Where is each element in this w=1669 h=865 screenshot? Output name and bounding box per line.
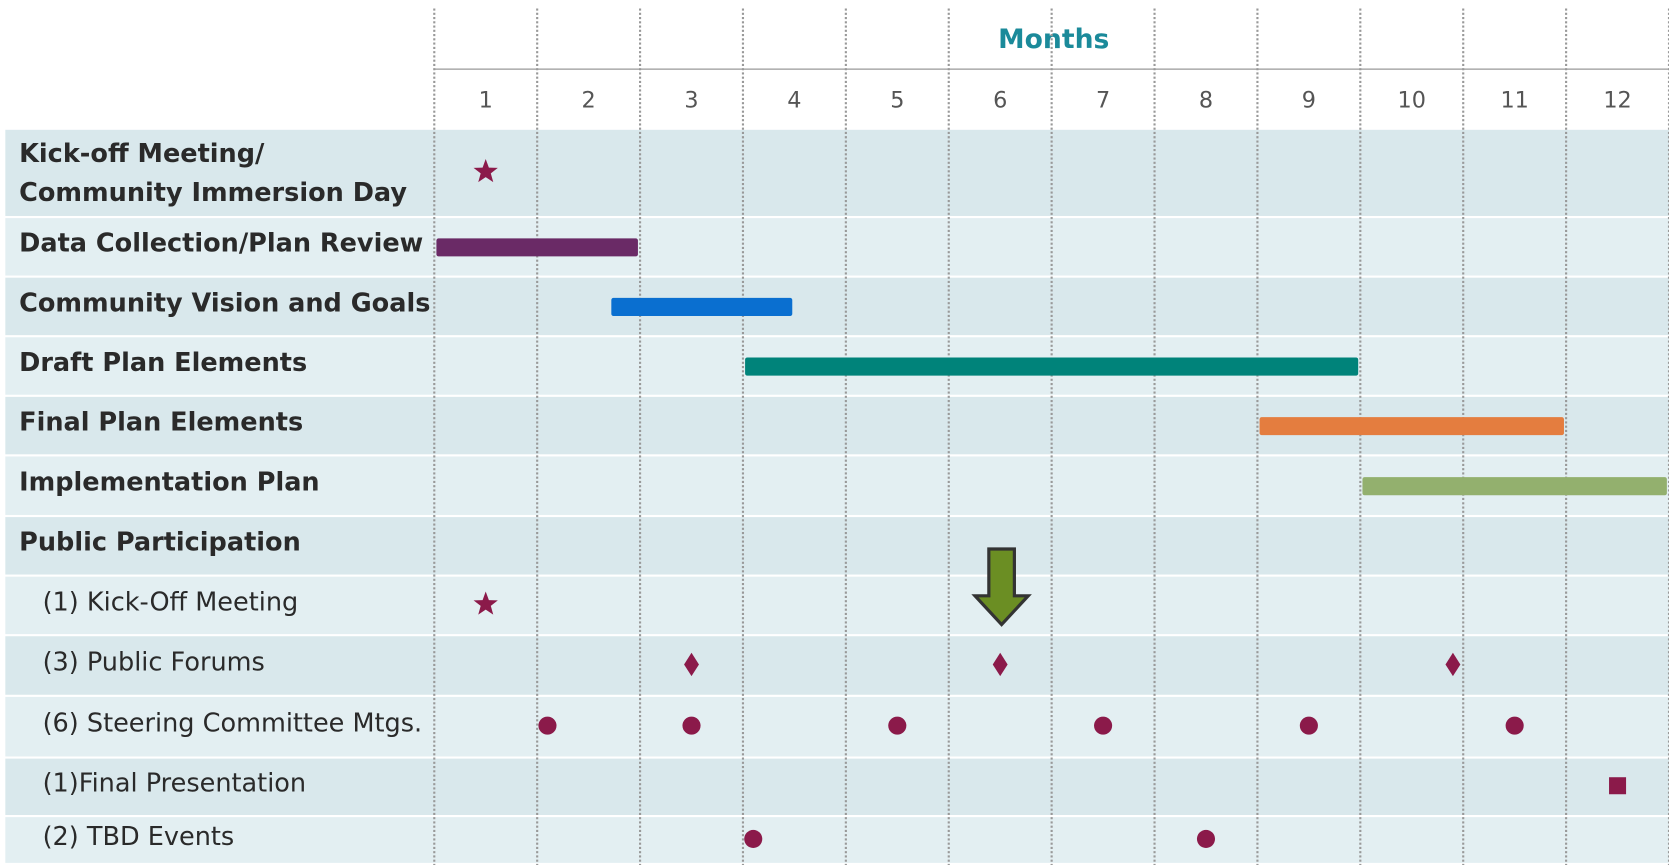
diamond-marker — [1445, 652, 1461, 677]
row-label: Community Vision and Goals — [19, 288, 430, 318]
row-band — [5, 636, 1669, 695]
circle-marker — [744, 829, 763, 848]
star-marker — [473, 591, 498, 615]
row-band — [5, 758, 1669, 815]
x-tick-label: 12 — [1603, 88, 1631, 114]
x-tick-label: 5 — [890, 88, 904, 114]
square-marker — [1609, 777, 1627, 795]
task-bar — [1259, 417, 1564, 436]
row-band — [5, 517, 1669, 575]
marks — [436, 159, 1667, 848]
x-tick-label: 7 — [1096, 88, 1110, 114]
row-label: (3) Public Forums — [43, 647, 265, 677]
row-label: (1) Kick-Off Meeting — [43, 587, 299, 617]
diamond-marker — [992, 652, 1008, 677]
circle-marker — [888, 716, 907, 735]
row-label: Data Collection/Plan Review — [19, 229, 423, 259]
x-tick-label: 8 — [1199, 88, 1213, 114]
diamond-marker — [684, 652, 699, 677]
x-tick-label: 9 — [1302, 88, 1316, 114]
row-label: Draft Plan Elements — [19, 348, 307, 378]
row-label: (1)Final Presentation — [43, 769, 307, 799]
row-band — [5, 218, 1669, 276]
row-label: (2) TBD Events — [43, 822, 235, 852]
circle-marker — [1196, 829, 1216, 848]
row-label: Community Immersion Day — [19, 178, 407, 208]
x-tick-label: 6 — [993, 88, 1007, 114]
circle-marker — [1094, 716, 1113, 735]
row-band — [5, 576, 1669, 635]
task-bar — [745, 357, 1359, 376]
x-tick-label: 10 — [1398, 88, 1426, 114]
row-label: Implementation Plan — [19, 468, 319, 498]
arrow-icon — [971, 547, 1032, 627]
x-tick-label: 4 — [787, 88, 801, 114]
star-marker — [473, 159, 498, 183]
row-band — [5, 277, 1669, 336]
x-tick-label: 2 — [582, 88, 596, 114]
circle-marker — [1299, 716, 1318, 735]
x-tick-label: 11 — [1500, 88, 1528, 114]
task-bar — [436, 238, 638, 257]
circle-marker — [1505, 716, 1524, 735]
x-tick-label: 3 — [684, 88, 698, 114]
row-label: Final Plan Elements — [19, 407, 303, 437]
circle-marker — [538, 716, 557, 735]
row-label: Public Participation — [19, 528, 301, 558]
task-bar — [611, 297, 793, 316]
row-label: Kick-off Meeting/ — [19, 139, 265, 169]
circle-marker — [682, 716, 701, 735]
row-band — [5, 817, 1669, 863]
row-band — [5, 696, 1669, 757]
x-tick-label: 1 — [479, 88, 493, 114]
row-band — [5, 129, 1669, 216]
row-label: (6) Steering Committee Mtgs. — [43, 709, 423, 739]
axis-title: Months — [998, 24, 1109, 55]
task-bar — [1362, 477, 1667, 496]
